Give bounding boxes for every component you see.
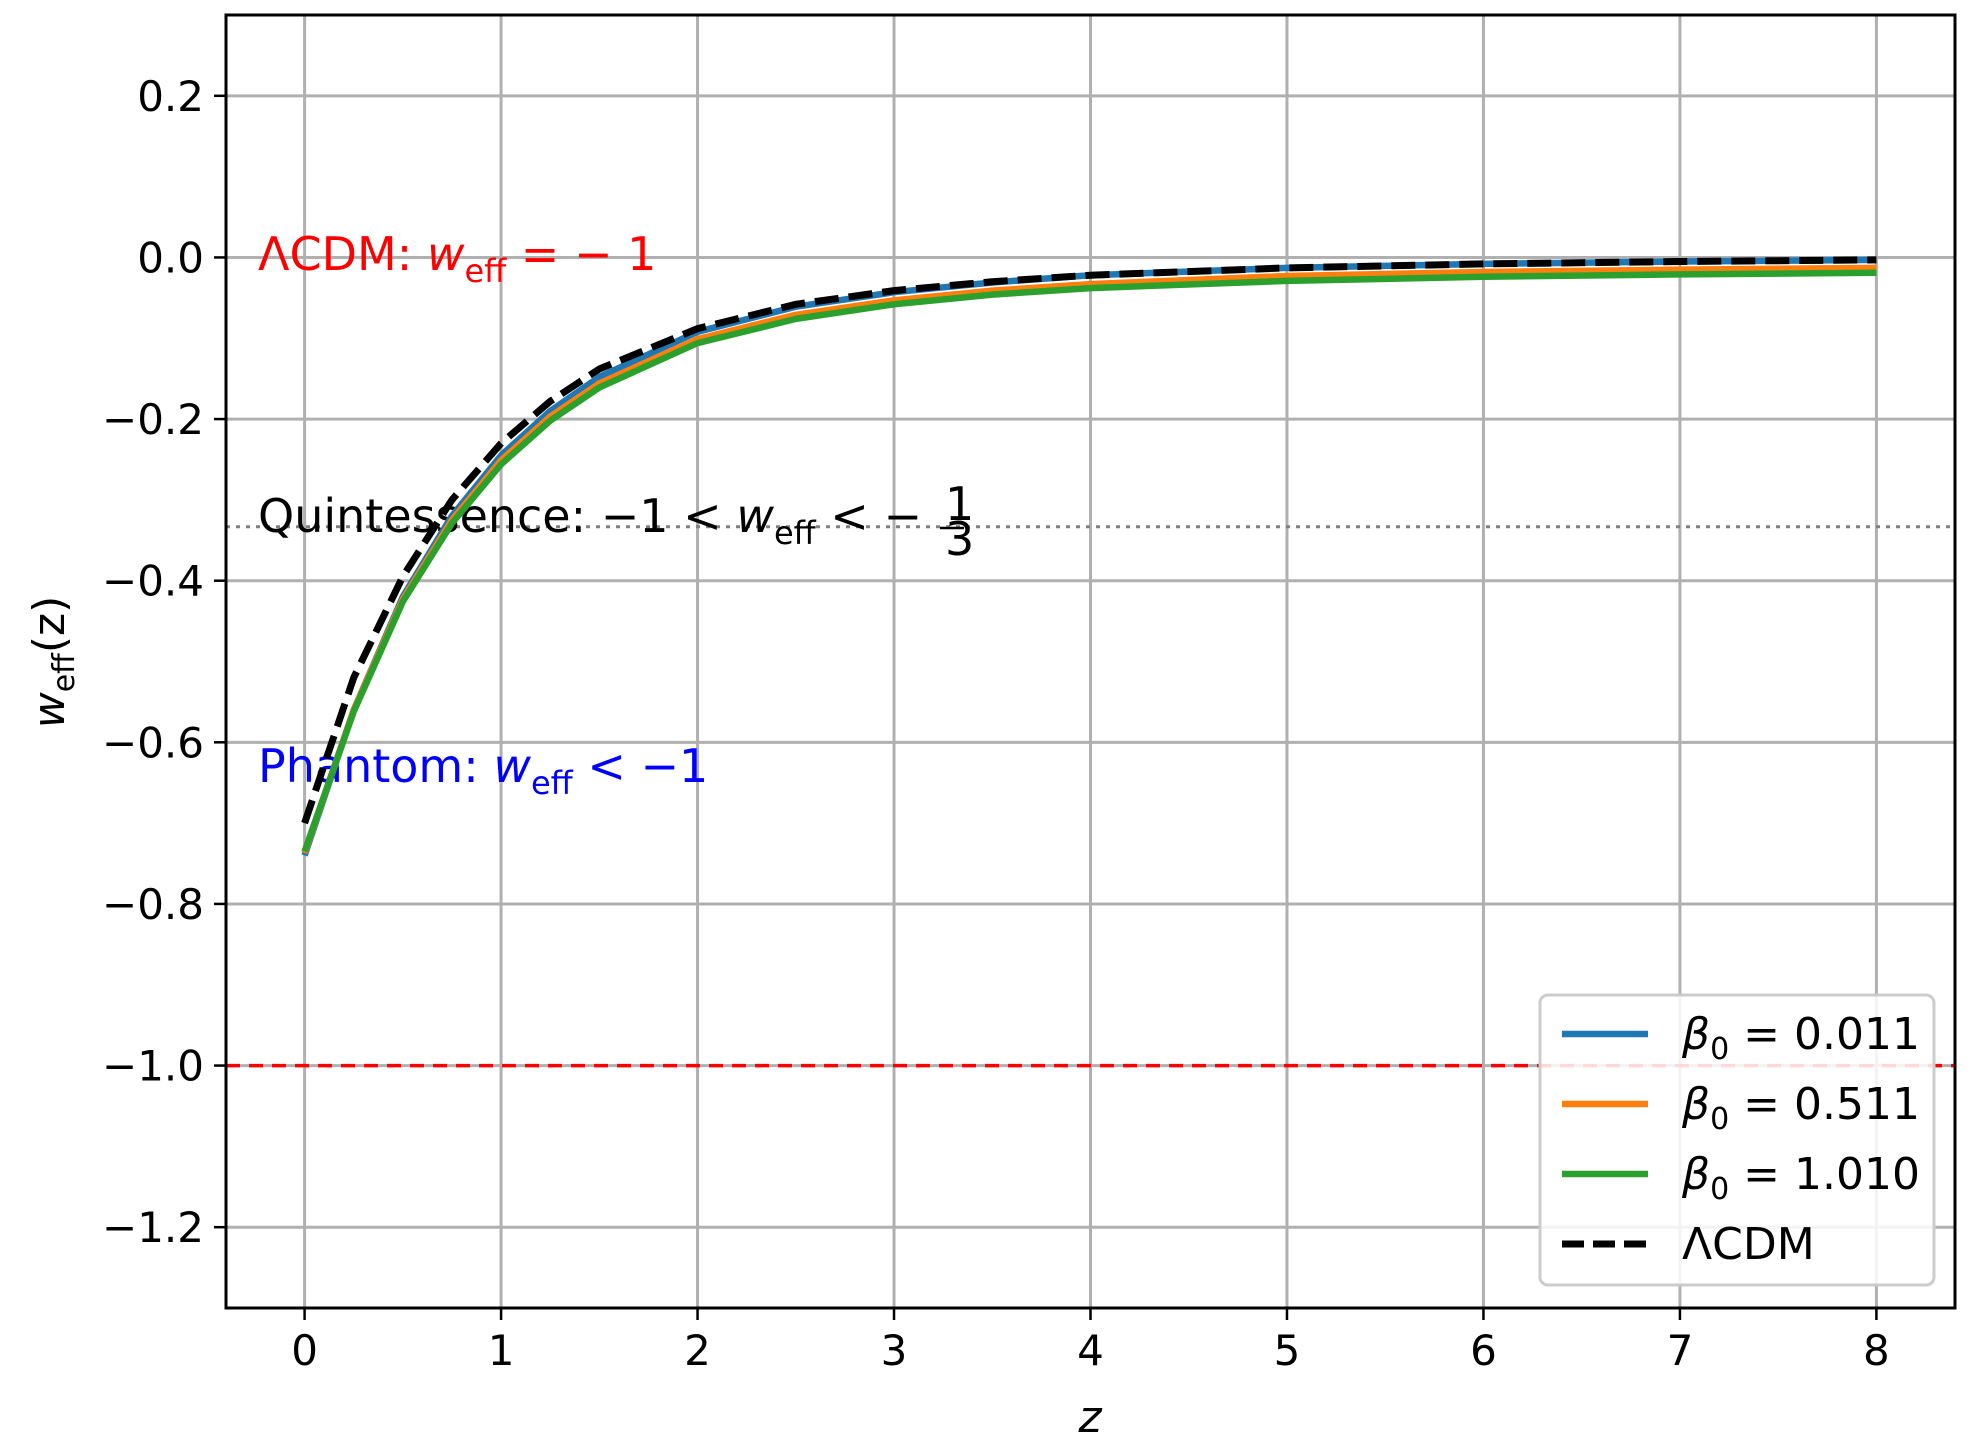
- annotation-quint-frac-num: 1: [945, 477, 974, 531]
- series-line-3: [301, 256, 1877, 825]
- y-tick-label-5: −0.8: [102, 880, 204, 929]
- grid: [226, 15, 1955, 1308]
- x-tick-label-5: 5: [1274, 1326, 1301, 1375]
- annotation-quint-w: w: [736, 489, 774, 543]
- annotation-phantom: Phantom: weff < −1: [258, 739, 708, 802]
- y-tick-label-6: −1.0: [102, 1042, 204, 1091]
- y-tick-label-4: −0.6: [102, 718, 204, 767]
- x-tick-label-3: 3: [881, 1326, 908, 1375]
- annotation-lcdm: ΛCDM: weff = − 1: [258, 227, 656, 290]
- reference-lines: [226, 525, 1955, 1068]
- annotation-lcdm-sub: eff: [464, 252, 507, 290]
- annotation-phantom-prefix: Phantom:: [258, 739, 493, 793]
- y-axis-label-tail: (z): [24, 596, 75, 653]
- annotation-quint-tail: < −: [816, 489, 922, 543]
- series-line-2: [301, 269, 1877, 853]
- annotation-quintessence: Quintessence: −1 < weff < −: [258, 489, 922, 552]
- legend-label-3: ΛCDM: [1682, 1219, 1815, 1270]
- y-tick-label-0: 0.2: [137, 72, 204, 121]
- x-tick-label-4: 4: [1077, 1326, 1104, 1375]
- y-axis-label-sub: eff: [47, 652, 82, 692]
- y-tick-label-2: −0.2: [102, 395, 204, 444]
- annotation-quint-sub: eff: [774, 514, 817, 552]
- annotation-quint-frac-den: 3: [945, 512, 974, 566]
- legend-label-1: β0 = 0.511: [1681, 1079, 1920, 1137]
- x-tick-label-0: 0: [291, 1326, 318, 1375]
- annotation-lcdm-prefix: ΛCDM:: [258, 227, 427, 281]
- legend-label-0: β0 = 0.011: [1681, 1009, 1920, 1067]
- y-axis-label: weff(z): [24, 596, 82, 729]
- annotation-quint-prefix: Quintessence: −1 <: [258, 489, 736, 543]
- ticks: 0 1 2 3 4 5 6 7 8 0.2 0.0 −0.2 −0.4 −0.6 −0.8 −1.0 −1.2: [102, 72, 1890, 1375]
- x-axis-label: z: [1077, 1392, 1102, 1440]
- legend-box: [1538, 993, 1936, 1287]
- y-tick-label-7: −1.2: [102, 1203, 204, 1252]
- x-tick-label-1: 1: [488, 1326, 515, 1375]
- annotation-phantom-tail: < −1: [573, 739, 709, 793]
- series: [301, 256, 1877, 857]
- annotation-phantom-w: w: [493, 739, 531, 793]
- annotation-lcdm-tail: = − 1: [506, 227, 656, 281]
- y-tick-label-3: −0.4: [102, 557, 204, 606]
- x-tick-label-6: 6: [1470, 1326, 1497, 1375]
- legend-label-2: β0 = 1.010: [1681, 1149, 1920, 1207]
- y-tick-label-1: 0.0: [137, 233, 204, 282]
- x-tick-label-8: 8: [1863, 1326, 1890, 1375]
- y-axis-label-w: w: [24, 691, 75, 728]
- legend: β0 = 0.011 β0 = 0.511 β0 = 1.010 ΛCDM: [1538, 993, 1936, 1287]
- x-tick-label-2: 2: [684, 1326, 711, 1375]
- annotation-lcdm-w: w: [427, 227, 465, 281]
- x-tick-label-7: 7: [1667, 1326, 1694, 1375]
- annotation-phantom-sub: eff: [531, 764, 574, 802]
